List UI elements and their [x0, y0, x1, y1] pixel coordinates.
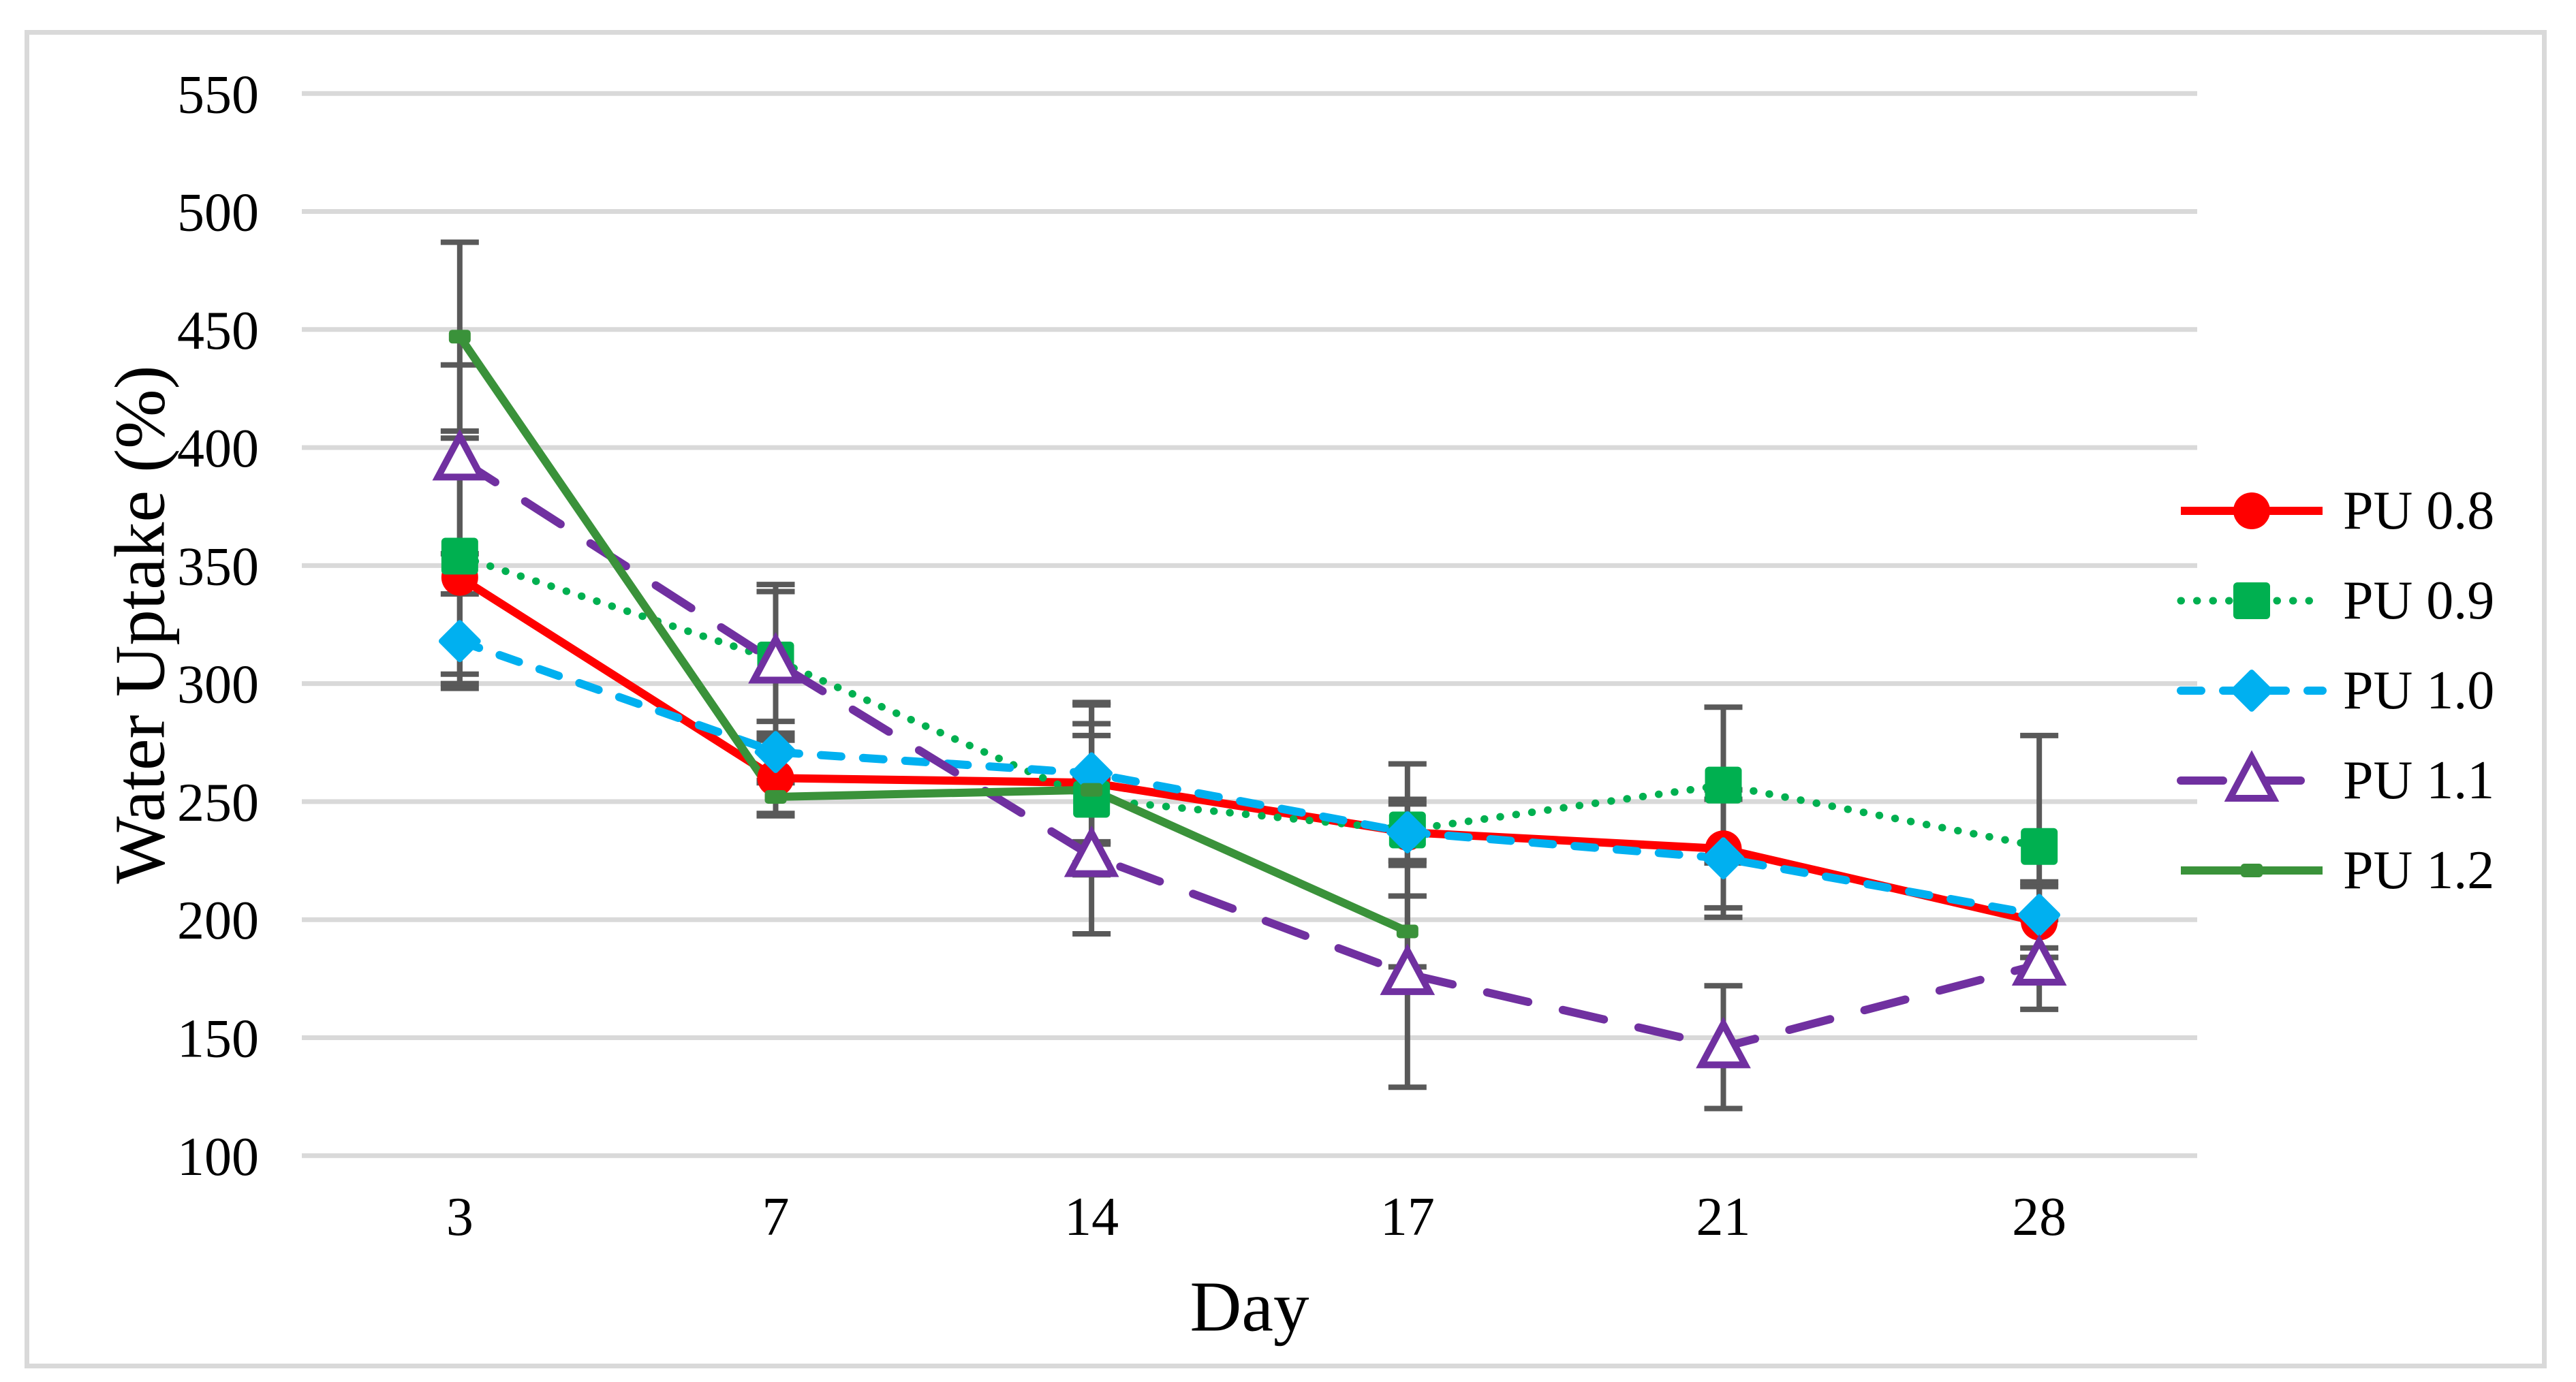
- legend-label: PU 1.1: [2343, 751, 2495, 811]
- legend-label: PU 1.2: [2343, 841, 2495, 900]
- y-tick-label-500: 500: [177, 183, 259, 243]
- series-line-PU-0.8: [457, 574, 2040, 926]
- series-line-PU-1.2: [456, 334, 1410, 935]
- legend-swatch-triangle-open: [2177, 750, 2327, 802]
- legend-swatch-diamond: [2177, 670, 2327, 712]
- series-line-PU-1.0: [455, 637, 2044, 920]
- legend-item-pu-1-1: PU 1.1: [2177, 736, 2494, 826]
- y-tick-label-450: 450: [177, 301, 259, 361]
- series-line-PU-0.9: [456, 552, 2043, 851]
- legend-item-pu-0-9: PU 0.9: [2177, 556, 2494, 646]
- legend-label: PU 0.8: [2343, 481, 2495, 541]
- legend-swatch-small-square: [2181, 864, 2323, 877]
- y-tick-label-100: 100: [177, 1127, 259, 1187]
- y-tick-label-300: 300: [177, 655, 259, 715]
- y-axis-title: Water Uptake (%): [99, 365, 180, 884]
- series-markers-PU-1.1: [432, 428, 2067, 1069]
- legend-item-pu-0-8: PU 0.8: [2177, 466, 2494, 556]
- series-markers-PU-1.2: [448, 330, 1418, 939]
- legend-label: PU 1.0: [2343, 661, 2495, 721]
- y-tick-label-150: 150: [177, 1009, 259, 1069]
- series-line-PU-1.1: [455, 455, 2044, 1052]
- series-markers-PU-0.8: [441, 559, 2058, 941]
- legend-swatch-square: [2177, 582, 2327, 619]
- legend-label: PU 0.9: [2343, 571, 2495, 631]
- figure-border: [25, 30, 2547, 1368]
- y-tick-label-550: 550: [177, 65, 259, 125]
- x-tick-label-17: 17: [1380, 1187, 1435, 1247]
- legend-item-pu-1-2: PU 1.2: [2177, 826, 2494, 915]
- legend-swatch-circle: [2181, 492, 2323, 529]
- series-markers-PU-0.9: [441, 537, 2058, 865]
- y-tick-label-400: 400: [177, 419, 259, 479]
- legend-item-pu-1-0: PU 1.0: [2177, 646, 2494, 736]
- x-tick-label-28: 28: [2012, 1187, 2066, 1247]
- x-tick-label-21: 21: [1696, 1187, 1751, 1247]
- x-axis-title: Day: [1190, 1266, 1309, 1347]
- y-tick-label-350: 350: [177, 537, 259, 597]
- series-markers-PU-1.0: [438, 620, 2061, 937]
- x-tick-label-14: 14: [1064, 1187, 1119, 1247]
- x-tick-label-3: 3: [446, 1187, 474, 1247]
- y-tick-label-250: 250: [177, 773, 259, 833]
- x-tick-label-7: 7: [762, 1187, 790, 1247]
- y-tick-label-200: 200: [177, 891, 259, 951]
- legend: PU 0.8 PU 0.9 PU 1.0 PU 1.1 PU 1.2: [2177, 466, 2494, 915]
